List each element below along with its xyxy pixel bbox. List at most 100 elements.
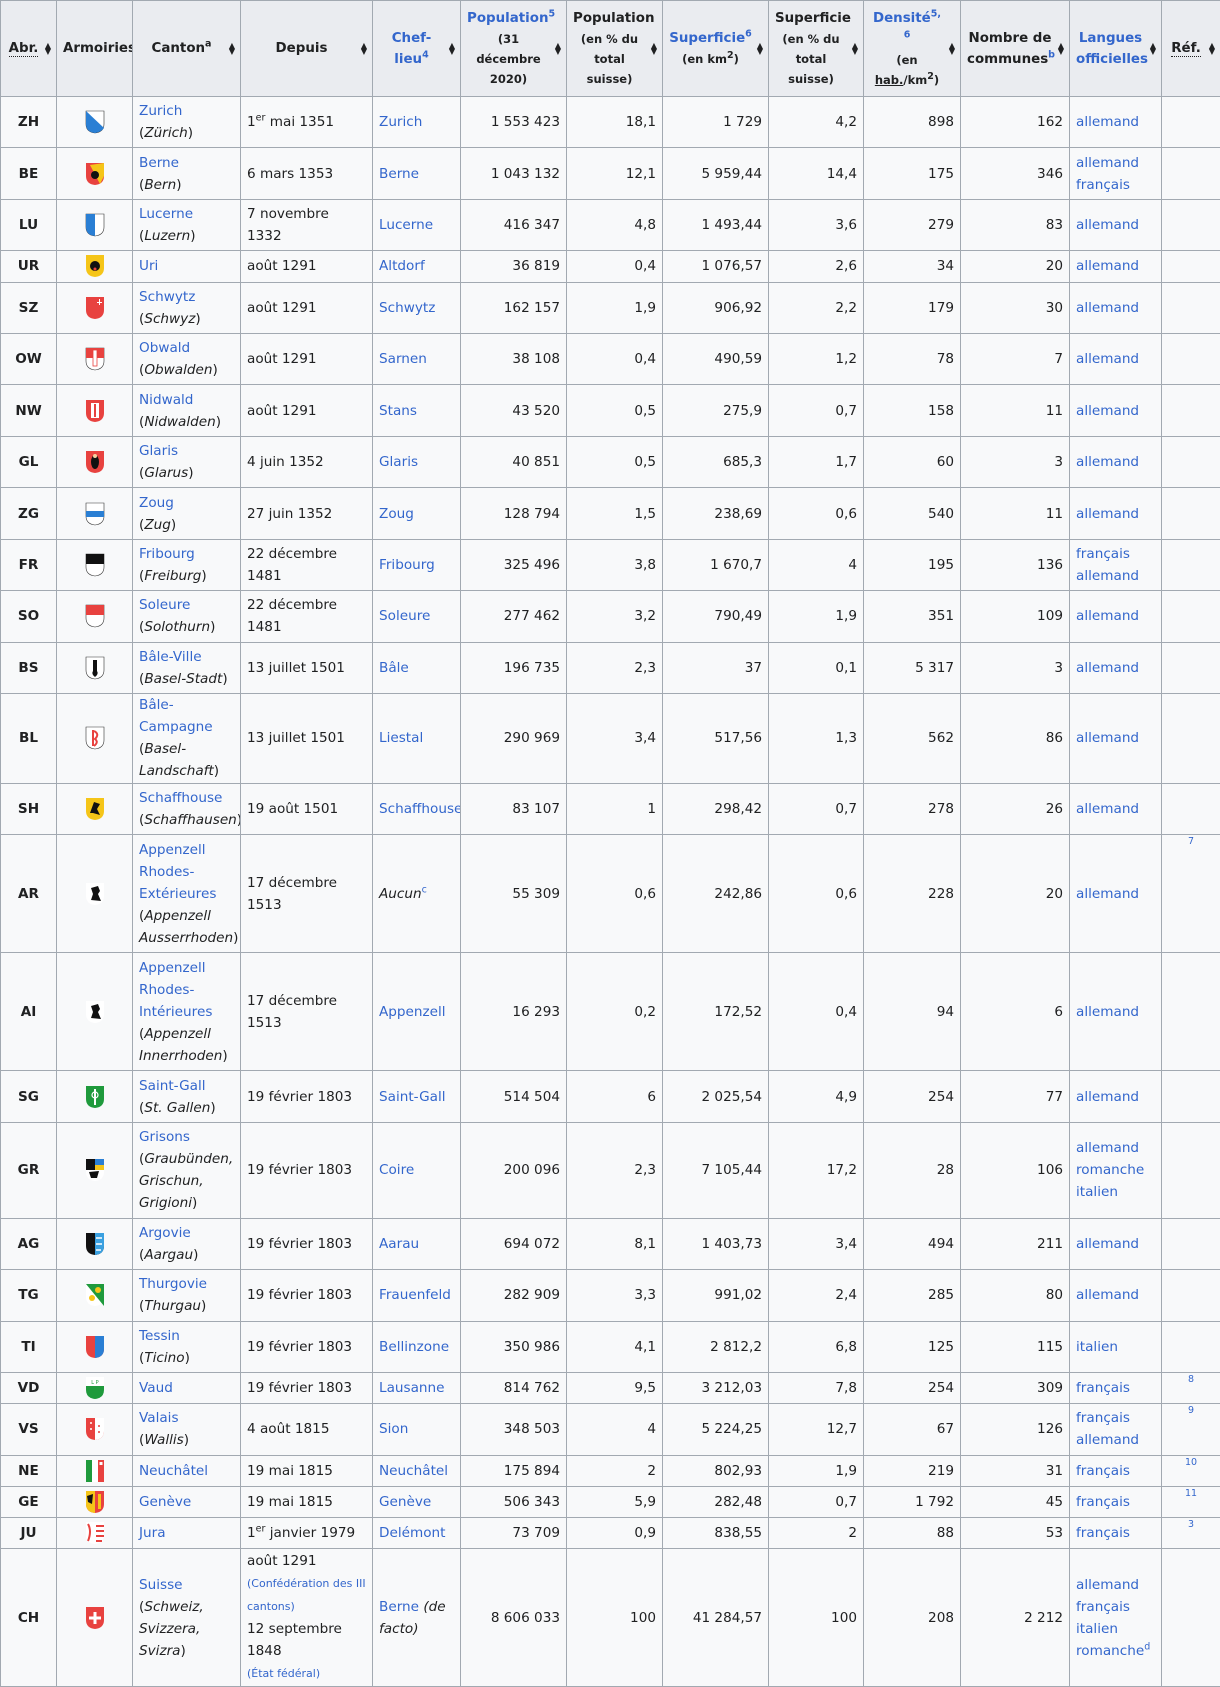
sort-icon[interactable]: ▲ ▼ [1208,40,1215,56]
chef-lieu-link[interactable]: Chef-lieu [391,30,432,67]
chef-lieu-link[interactable]: Schwytz [379,299,436,316]
chef-lieu-link[interactable]: Stans [379,402,417,419]
header-depuis[interactable]: Depuis ▲ ▼ [240,0,373,97]
language-link[interactable]: allemand [1076,454,1140,471]
coat-of-arms-icon[interactable] [85,110,105,134]
coat-of-arms-icon[interactable] [85,1232,105,1255]
coat-of-arms-icon[interactable] [85,162,105,185]
coat-of-arms-icon[interactable] [85,1000,105,1023]
language-link[interactable]: allemand [1076,217,1140,234]
canton-link[interactable]: Saint-Gall [139,1077,206,1094]
canton-link[interactable]: Suisse [139,1576,183,1593]
language-link[interactable]: français [1076,1380,1130,1397]
note-link[interactable]: 6 [745,28,752,40]
chef-lieu-link[interactable]: Fribourg [379,556,435,573]
population-link[interactable]: Population [467,11,549,26]
chef-lieu-link[interactable]: Berne [379,1598,420,1615]
canton-link[interactable]: Bâle-Campagne [139,697,213,736]
coat-of-arms-icon[interactable] [85,553,105,577]
language-link[interactable]: allemand [1076,885,1140,902]
language-link[interactable]: allemand [1076,1088,1140,1105]
chef-lieu-link[interactable]: Genève [379,1494,432,1511]
coat-of-arms-icon[interactable] [85,1418,105,1441]
language-link[interactable]: italien [1076,1338,1118,1355]
chef-lieu-link[interactable]: Aarau [379,1235,420,1252]
coat-of-arms-icon[interactable] [85,502,105,525]
language-link[interactable]: allemand [1076,258,1140,275]
header-chef-lieu[interactable]: Chef-lieu4 ▲ ▼ [372,0,461,97]
language-link[interactable]: allemand [1076,801,1140,818]
coat-of-arms-icon[interactable] [85,347,105,371]
header-population[interactable]: Population5 (31 décembre 2020) ▲ ▼ [460,0,567,97]
canton-link[interactable]: Obwald [139,340,191,357]
canton-link[interactable]: Schaffhouse [139,790,223,807]
header-population-pct[interactable]: Population (en % du total suisse) ▲ ▼ [566,0,663,97]
language-link[interactable]: allemand [1076,1140,1140,1157]
language-link[interactable]: français [1076,545,1130,562]
chef-lieu-link[interactable]: Soleure [379,608,431,625]
header-abr[interactable]: Abr. ▲ ▼ [0,0,57,97]
sort-icon[interactable]: ▲ ▼ [1149,40,1156,56]
coat-of-arms-icon[interactable] [85,451,105,474]
language-link[interactable]: français [1076,1598,1130,1615]
language-link[interactable]: français [1076,1462,1130,1479]
language-link[interactable]: allemand [1076,154,1140,171]
ref-link[interactable]: 3 [1187,1519,1195,1531]
note-link[interactable]: 5, 6 [903,8,941,41]
chef-lieu-link[interactable]: Zurich [379,114,423,131]
canton-link[interactable]: Soleure [139,597,191,614]
chef-lieu-link[interactable]: Altdorf [379,258,425,275]
sort-icon[interactable]: ▲ ▼ [360,40,367,56]
canton-link[interactable]: Vaud [139,1380,173,1397]
language-link[interactable]: allemand [1076,659,1140,676]
chef-lieu-link[interactable]: Frauenfeld [379,1287,451,1304]
language-link[interactable]: allemand [1076,730,1140,747]
language-link[interactable]: français [1076,1525,1130,1542]
sort-icon[interactable]: ▲ ▼ [851,40,858,56]
sort-icon[interactable]: ▲ ▼ [554,40,561,56]
coat-of-arms-icon[interactable] [85,1459,105,1482]
canton-link[interactable]: Appenzell Rhodes-Extérieures [139,841,217,902]
sort-icon[interactable]: ▲ ▼ [1057,40,1064,56]
coat-of-arms-icon[interactable]: L P [85,1377,105,1400]
language-link[interactable]: allemand [1076,351,1140,368]
note-link[interactable]: 5 [548,8,556,20]
language-link[interactable]: français [1076,1410,1130,1427]
language-link[interactable]: allemand [1076,1576,1140,1593]
chef-lieu-link[interactable]: Lausanne [379,1380,445,1397]
canton-link[interactable]: Neuchâtel [139,1462,209,1479]
langues-link[interactable]: Langues officielles [1076,30,1148,67]
canton-link[interactable]: Grisons [139,1129,190,1146]
canton-link[interactable]: Berne [139,154,180,171]
chef-lieu-link[interactable]: Saint-Gall [379,1088,446,1105]
language-link[interactable]: italien [1076,1620,1118,1637]
language-link[interactable]: allemand [1076,567,1140,584]
chef-lieu-link[interactable]: Zoug [379,505,414,522]
chef-lieu-link[interactable]: Bâle [379,659,409,676]
language-link[interactable]: allemand [1076,1432,1140,1449]
canton-link[interactable]: Schwytz [139,288,196,305]
header-superficie[interactable]: Superficie6 (en km2) ▲ ▼ [662,0,769,97]
coat-of-arms-icon[interactable] [85,1491,105,1514]
confederation-link[interactable]: (Confédération des III cantons) [247,1577,366,1614]
chef-lieu-link[interactable]: Coire [379,1162,415,1179]
coat-of-arms-icon[interactable] [85,1335,105,1358]
coat-of-arms-icon[interactable] [85,882,105,905]
coat-of-arms-icon[interactable] [85,798,105,821]
canton-link[interactable]: Genève [139,1494,192,1511]
sort-icon[interactable]: ▲ ▼ [650,40,657,56]
language-link[interactable]: romanche [1076,1642,1145,1659]
canton-link[interactable]: Fribourg [139,545,195,562]
coat-of-arms-icon[interactable] [85,296,105,319]
canton-link[interactable]: Uri [139,258,159,275]
canton-link[interactable]: Nidwald [139,391,194,408]
note-link[interactable]: c [421,884,427,896]
header-ref[interactable]: Réf. ▲ ▼ [1161,0,1220,97]
sort-icon[interactable]: ▲ ▼ [756,40,763,56]
canton-link[interactable]: Glaris [139,443,179,460]
note-link[interactable]: d [1144,1641,1151,1653]
canton-link[interactable]: Bâle-Ville [139,648,202,665]
coat-of-arms-icon[interactable] [85,605,105,628]
language-link[interactable]: allemand [1076,1287,1140,1304]
language-link[interactable]: allemand [1076,299,1140,316]
